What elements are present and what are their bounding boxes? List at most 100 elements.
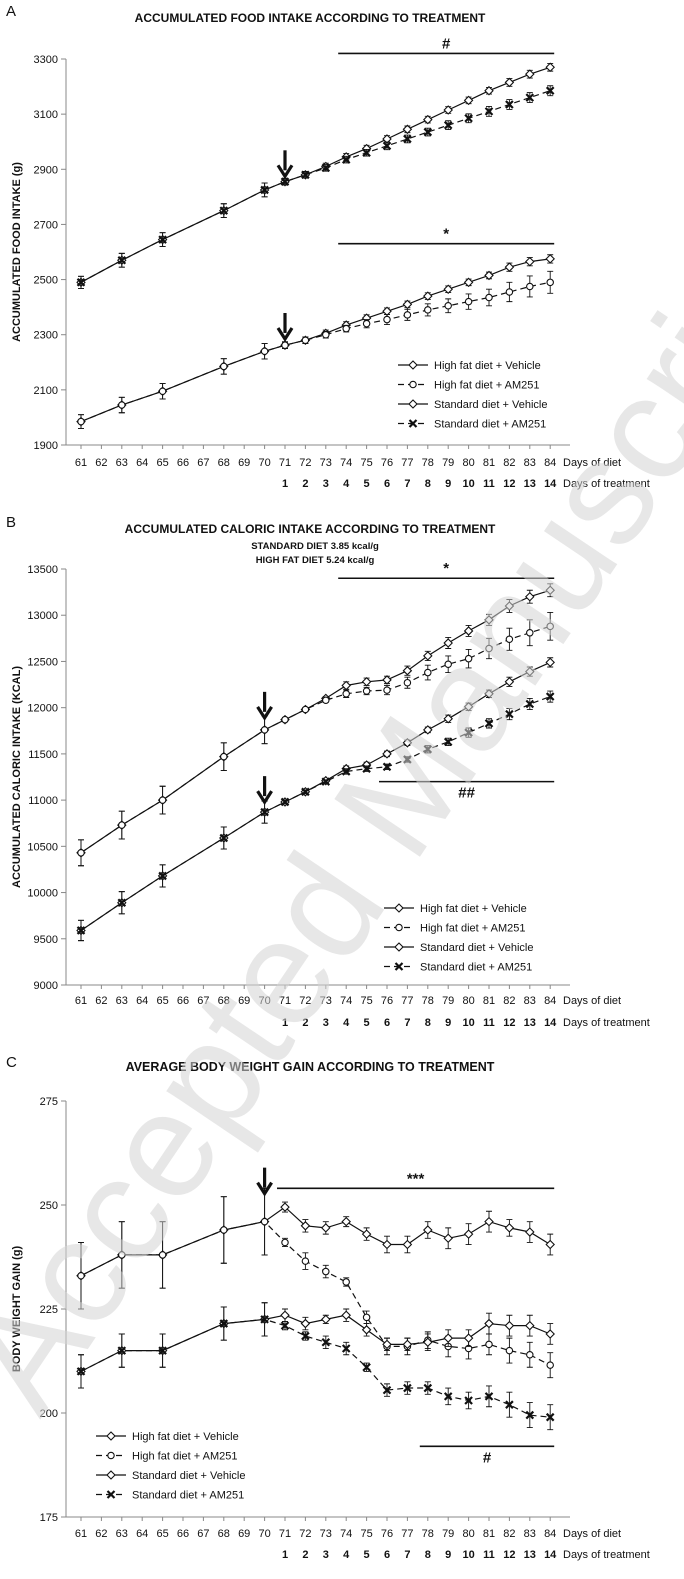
treatment-axis-label: Days of treatment xyxy=(563,478,650,490)
data-point xyxy=(423,114,433,125)
data-point xyxy=(464,654,473,663)
series-line xyxy=(80,90,551,283)
legend-swatch-marker xyxy=(408,399,418,409)
series-high-fat-diet-am251 xyxy=(77,270,554,429)
chart-title: ACCUMULATED CALORIC INTAKE ACCORDING TO … xyxy=(125,522,496,536)
treatment-day-label: 11 xyxy=(483,1549,495,1561)
data-point xyxy=(423,291,433,301)
data-point xyxy=(463,95,474,106)
x-tick-label: 64 xyxy=(136,995,148,1007)
data-point xyxy=(76,278,86,287)
treatment-day-label: 10 xyxy=(462,478,474,490)
x-tick-label: 82 xyxy=(503,1528,515,1540)
treatment-day-label: 13 xyxy=(524,478,536,490)
x-tick-label: 79 xyxy=(442,1528,454,1540)
data-point xyxy=(118,821,126,829)
significance-label: # xyxy=(483,1449,492,1466)
treatment-day-label: 8 xyxy=(425,1017,431,1029)
data-point xyxy=(402,299,413,310)
data-point xyxy=(444,302,452,310)
x-tick-label: 66 xyxy=(177,1528,189,1540)
data-point xyxy=(362,1362,371,1372)
y-tick-label: 200 xyxy=(40,1408,58,1420)
data-point xyxy=(525,591,535,602)
y-tick-label: 12500 xyxy=(27,656,58,668)
data-point xyxy=(382,1239,392,1250)
data-point xyxy=(463,277,474,288)
x-tick-label: 65 xyxy=(156,1528,168,1540)
data-point xyxy=(545,254,555,264)
y-tick-label: 2300 xyxy=(34,330,58,342)
data-point xyxy=(403,678,412,687)
y-tick-label: 2900 xyxy=(34,164,58,176)
series-line xyxy=(80,258,551,423)
legend-label: Standard diet + AM251 xyxy=(420,962,532,974)
treatment-day-label: 3 xyxy=(323,478,329,490)
x-tick-label: 65 xyxy=(156,457,168,469)
y-tick-label: 2100 xyxy=(34,385,58,397)
data-point xyxy=(158,1346,167,1355)
data-point xyxy=(280,797,290,807)
x-tick-label: 68 xyxy=(218,1528,230,1540)
y-axis-label: BODY WEIGHT GAIN (g) xyxy=(11,1246,23,1373)
data-point xyxy=(260,726,269,734)
data-point xyxy=(484,719,494,728)
legend-swatch-marker xyxy=(395,923,403,932)
data-point xyxy=(504,601,515,611)
data-point xyxy=(341,155,351,164)
data-point xyxy=(443,638,453,648)
treatment-arrow-icon xyxy=(276,327,294,342)
data-point xyxy=(402,738,413,748)
data-point xyxy=(464,728,473,737)
y-tick-label: 9000 xyxy=(34,980,58,992)
data-point xyxy=(158,871,167,881)
data-point xyxy=(505,100,514,109)
x-tick-label: 69 xyxy=(238,995,250,1007)
x-tick-label: 73 xyxy=(320,457,332,469)
treatment-day-label: 3 xyxy=(323,1017,329,1029)
data-point xyxy=(484,107,494,116)
legend-swatch-marker xyxy=(106,1431,116,1441)
legend-swatch-marker xyxy=(106,1470,116,1480)
legend: High fat diet + Vehicle High fat diet + A… xyxy=(384,903,533,974)
treatment-day-label: 6 xyxy=(384,478,390,490)
data-point xyxy=(260,1217,269,1226)
data-point xyxy=(383,686,391,694)
data-point xyxy=(424,668,432,677)
data-point xyxy=(546,278,554,287)
legend-label: Standard diet + AM251 xyxy=(132,1490,244,1502)
data-point xyxy=(361,677,372,687)
treatment-day-label: 10 xyxy=(462,1017,474,1029)
data-point xyxy=(158,796,167,804)
data-point xyxy=(402,1239,413,1250)
x-tick-label: 63 xyxy=(116,457,128,469)
treatment-day-label: 7 xyxy=(404,478,410,490)
data-point xyxy=(301,1257,310,1265)
x-tick-label: 72 xyxy=(299,995,311,1007)
x-tick-label: 62 xyxy=(95,995,107,1007)
x-axis-label: Days of diet xyxy=(563,995,621,1007)
data-point xyxy=(423,651,433,661)
data-point xyxy=(545,1329,555,1339)
data-point xyxy=(118,1251,126,1259)
legend-label: High fat diet + AM251 xyxy=(132,1451,237,1463)
treatment-day-label: 2 xyxy=(302,478,308,490)
legend: High fat diet + Vehicle High fat diet + A… xyxy=(96,1431,245,1502)
data-point xyxy=(382,141,392,151)
treatment-day-label: 8 xyxy=(425,1549,431,1561)
data-point xyxy=(504,1320,515,1331)
data-point xyxy=(158,235,167,244)
data-point xyxy=(485,293,493,302)
data-point xyxy=(545,1412,555,1422)
legend-label: High fat diet + AM251 xyxy=(420,923,525,935)
data-point xyxy=(402,124,413,135)
panel-a: A ACCUMULATED FOOD INTAKE ACCORDING TO TR… xyxy=(6,3,650,490)
x-tick-label: 67 xyxy=(197,457,209,469)
x-tick-label: 77 xyxy=(401,457,413,469)
treatment-day-label: 6 xyxy=(384,1017,390,1029)
legend: High fat diet + Vehicle High fat diet + A… xyxy=(398,360,547,431)
series-high-fat-diet-am251 xyxy=(77,611,554,867)
data-point xyxy=(219,833,229,843)
x-tick-label: 80 xyxy=(462,457,474,469)
data-point xyxy=(341,1216,351,1227)
